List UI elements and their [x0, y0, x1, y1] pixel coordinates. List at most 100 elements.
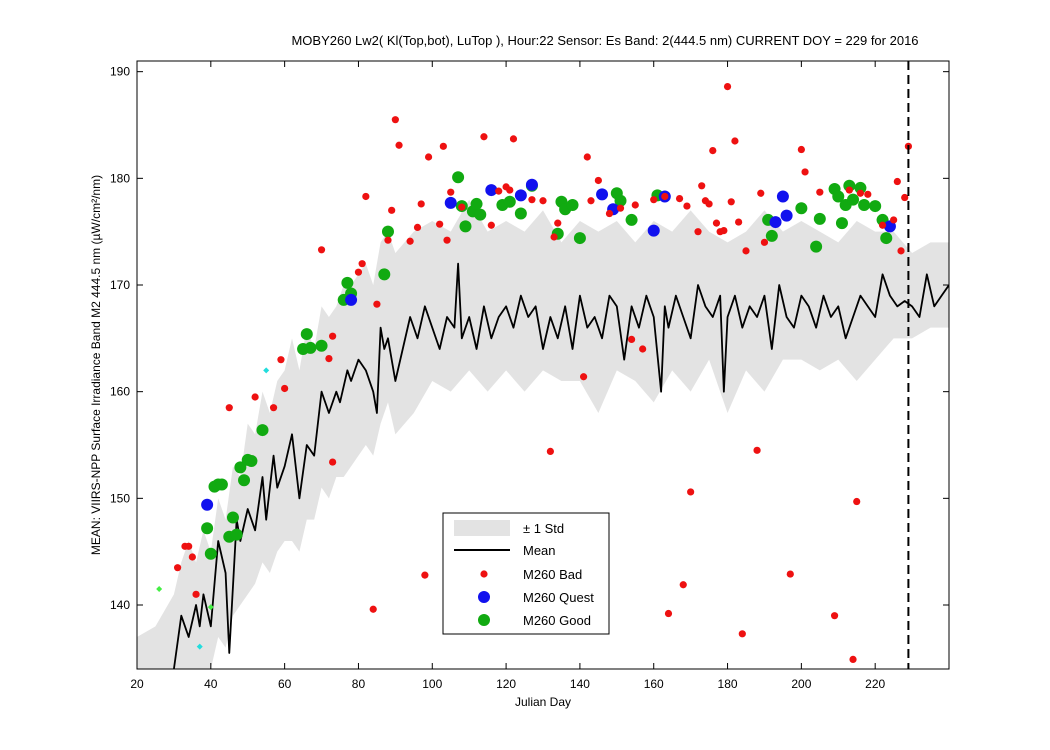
legend-bad-swatch [480, 570, 488, 578]
bad-point [395, 141, 403, 149]
bad-point [735, 218, 743, 226]
bad-point [417, 200, 425, 208]
y-axis-label: MEAN: VIIRS-NPP Surface Irradiance Band … [89, 175, 103, 555]
bad-point [443, 236, 451, 244]
bad-point [439, 142, 447, 150]
bad-point [853, 497, 861, 506]
bad-point [317, 246, 326, 254]
bad-point [675, 195, 684, 203]
bad-point [369, 605, 377, 613]
good-point [204, 547, 217, 560]
quest-point [525, 178, 538, 191]
mean-line-layer [173, 262, 949, 669]
bad-point [639, 345, 647, 353]
bad-point [546, 447, 554, 455]
bad-point [757, 189, 765, 197]
good-point [835, 217, 848, 230]
bad-point [277, 356, 285, 364]
bad-point [742, 247, 750, 255]
good-point [614, 194, 627, 207]
quest-point [514, 189, 527, 202]
bad-point [801, 168, 809, 176]
good-point [341, 276, 354, 289]
good-point [230, 528, 243, 541]
bad-point [753, 446, 761, 454]
good-point [503, 195, 516, 208]
bad-point [661, 192, 669, 201]
ticks-layer: 20 40 60 80 100 120 140 160 180 200 220 140 150 160 17… [110, 61, 949, 691]
x-tick-label: 160 [644, 677, 664, 691]
bad-point [251, 393, 259, 401]
good-point [880, 232, 893, 245]
bad-point [539, 197, 547, 205]
bad-point [436, 220, 444, 228]
good-point [854, 181, 867, 194]
good-point [858, 199, 871, 211]
bad-point [421, 571, 429, 579]
good-point [795, 202, 808, 215]
bad-point [325, 355, 333, 363]
bad-point [664, 609, 673, 618]
quest-point [485, 184, 498, 197]
good-point [810, 240, 823, 253]
lightgreen-point [156, 586, 163, 592]
lightgreen-point [207, 604, 214, 611]
x-tick-label: 140 [570, 677, 590, 691]
good-point [470, 197, 483, 210]
bad-point [720, 227, 728, 235]
legend-quest-swatch [478, 591, 490, 603]
bad-point [727, 198, 735, 206]
bad-point [897, 247, 905, 255]
x-tick-label: 180 [718, 677, 738, 691]
bad-point [329, 332, 337, 340]
y-tick-label: 180 [110, 171, 130, 185]
y-tick-label: 140 [110, 598, 130, 612]
bad-point [856, 189, 865, 197]
bad-point [698, 182, 706, 190]
x-tick-label: 100 [422, 677, 442, 691]
legend-quest-label: M260 Quest [523, 590, 594, 605]
bad-point [554, 219, 562, 227]
good-point [514, 207, 527, 220]
legend: ± 1 Std Mean M260 Bad M260 Quest M260 Go… [442, 512, 610, 635]
bad-point [738, 630, 746, 638]
good-point [201, 522, 214, 535]
legend-bad-label: M260 Bad [523, 567, 582, 582]
chart-title: MOBY260 Lw2( Kl(Top,bot), LuTop ), Hour:… [291, 33, 918, 48]
good-point [625, 213, 638, 226]
legend-mean-label: Mean [523, 543, 556, 558]
bad-point [192, 590, 200, 598]
bad-point [616, 204, 625, 212]
x-tick-label: 220 [865, 677, 885, 691]
bad-point [509, 135, 518, 143]
bad-point [587, 197, 595, 205]
good-point [381, 225, 394, 238]
bad-point [679, 581, 687, 589]
legend-good-label: M260 Good [523, 613, 591, 628]
bad-point [384, 236, 392, 244]
bad-point [528, 196, 536, 204]
quest-point [769, 216, 782, 229]
bad-point [694, 228, 702, 236]
good-point [765, 229, 778, 242]
bad-point [281, 384, 289, 393]
quest-point [647, 224, 660, 237]
good-point [245, 455, 258, 467]
bad-point [797, 145, 805, 154]
plot-frame [136, 60, 950, 670]
bad-point [849, 655, 857, 664]
good-point [226, 511, 239, 524]
bad-point [424, 153, 433, 161]
bad-point [413, 223, 422, 231]
good-point [573, 232, 586, 245]
mean-line [173, 262, 949, 669]
bad-point [373, 300, 381, 308]
good-point [256, 424, 269, 437]
bad-point [845, 186, 853, 194]
bad-point [583, 153, 591, 161]
y-tick-label: 150 [110, 491, 130, 505]
axes-layer [136, 60, 950, 670]
bad-point [358, 260, 366, 268]
x-tick-label: 80 [352, 677, 366, 691]
